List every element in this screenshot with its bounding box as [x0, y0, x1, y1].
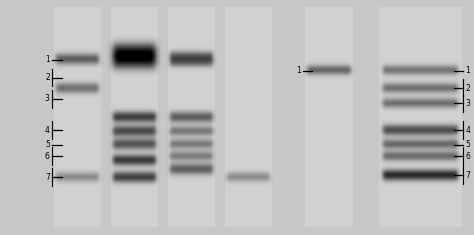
Text: 3: 3 [465, 99, 470, 108]
Text: 4: 4 [465, 126, 470, 135]
Text: 6: 6 [45, 152, 50, 161]
Text: 1: 1 [45, 55, 50, 64]
Text: 6: 6 [465, 152, 470, 161]
Text: 4: 4 [45, 126, 50, 135]
Text: 5: 5 [465, 140, 470, 149]
Text: 1: 1 [465, 66, 470, 75]
Text: 2: 2 [45, 73, 50, 82]
Text: 7: 7 [45, 173, 50, 182]
Text: 5: 5 [45, 140, 50, 149]
Text: 3: 3 [45, 94, 50, 103]
Text: 1: 1 [296, 66, 301, 75]
Text: 7: 7 [465, 171, 470, 180]
Text: 2: 2 [465, 84, 470, 93]
